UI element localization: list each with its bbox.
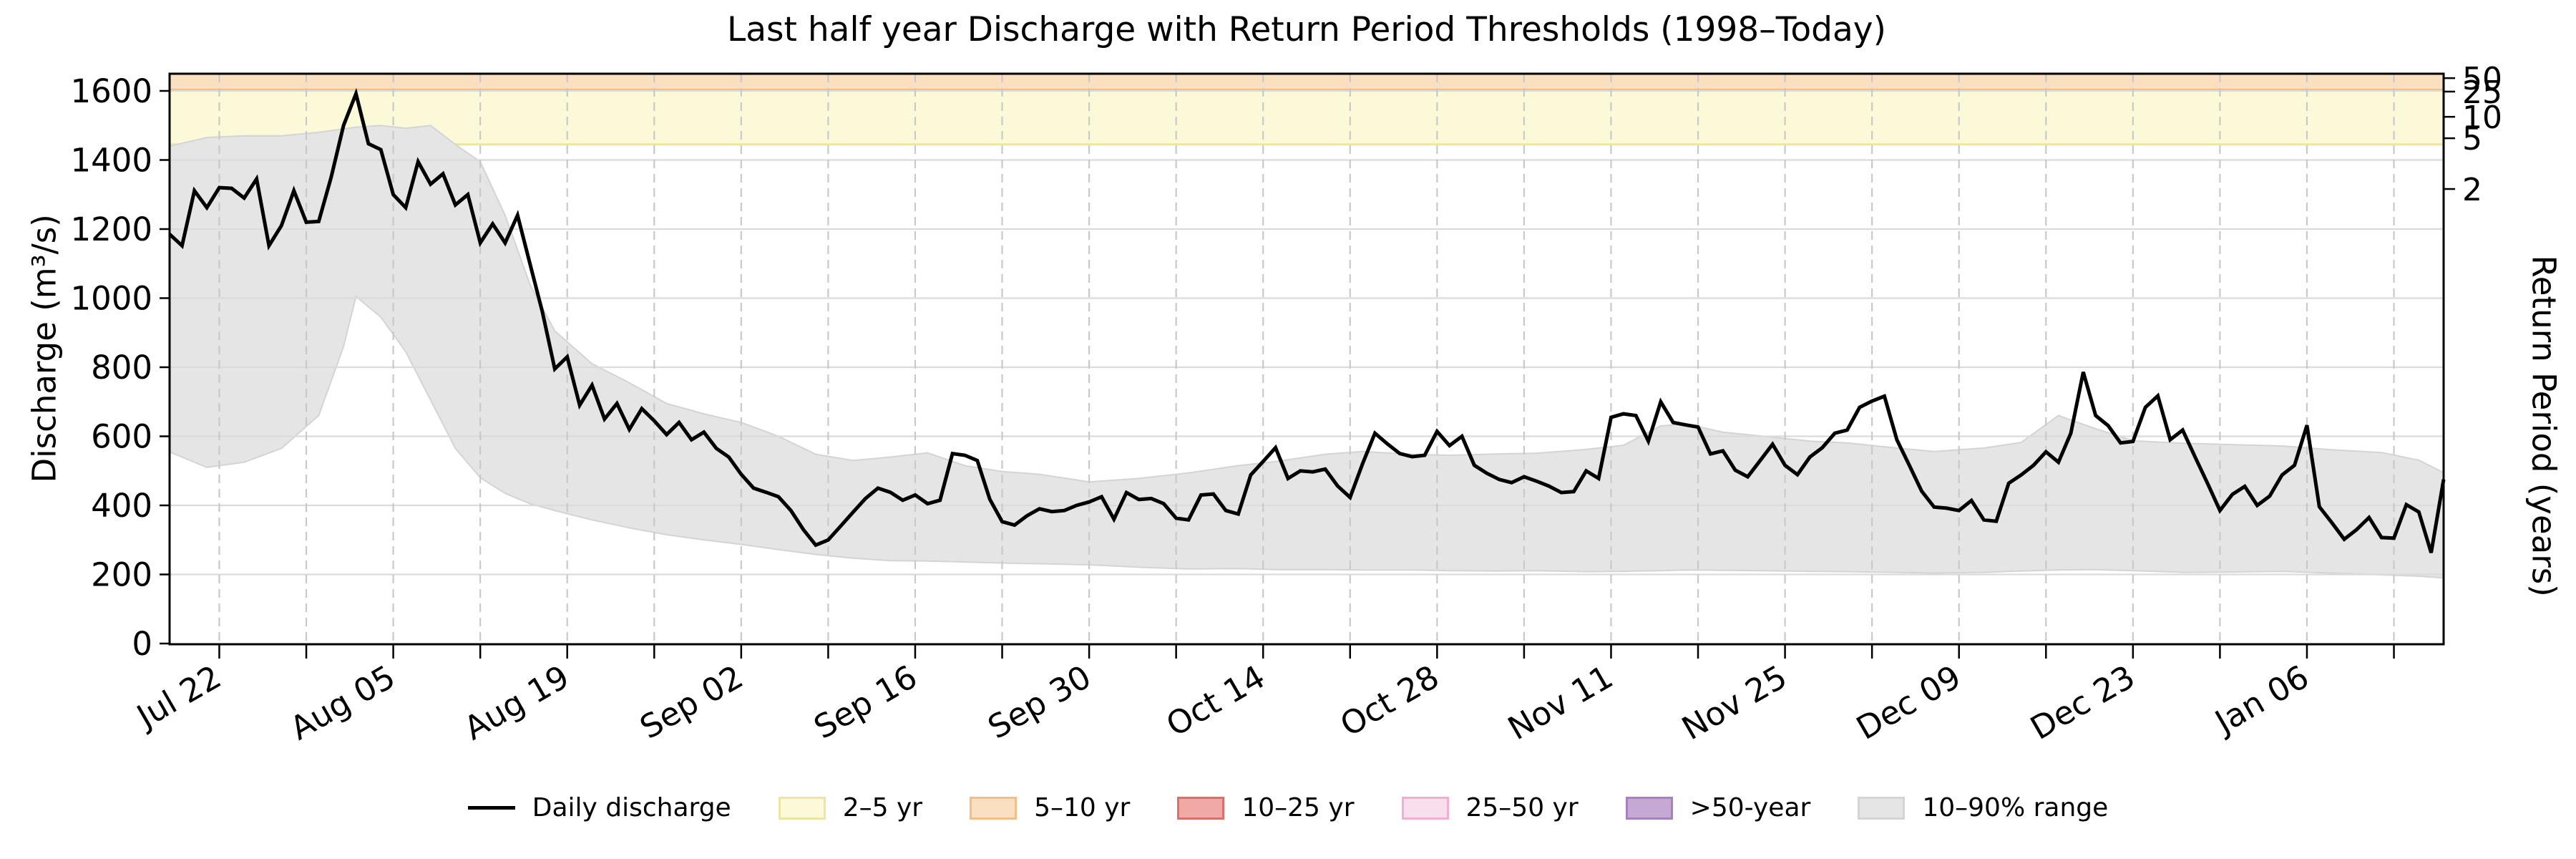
percentile-band xyxy=(169,125,2444,579)
legend-item-10-90-range: 10–90% range xyxy=(1858,793,2108,822)
legend-label: >50-year xyxy=(1689,793,1811,822)
legend-label: 10–25 yr xyxy=(1241,793,1355,822)
right-tick-label: 2 xyxy=(2462,172,2482,208)
y-tick-label: 0 xyxy=(132,625,152,663)
x-tick-label: Aug 19 xyxy=(458,658,576,748)
patch-swatch xyxy=(1177,796,1225,820)
y-tick-label: 1200 xyxy=(70,210,152,248)
legend-label: 5–10 yr xyxy=(1034,793,1131,822)
legend-label: 25–50 yr xyxy=(1465,793,1579,822)
legend-item-10-25yr: 10–25 yr xyxy=(1177,793,1355,822)
x-tick-label: Aug 05 xyxy=(284,658,402,748)
legend-item-daily-discharge: Daily discharge xyxy=(467,793,731,822)
line-swatch xyxy=(467,806,515,810)
y-tick-label: 800 xyxy=(91,349,152,387)
y-tick-label: 600 xyxy=(91,418,152,456)
x-tick-label: Jul 22 xyxy=(129,658,228,737)
patch-swatch xyxy=(970,796,1018,820)
x-tick-label: Sep 16 xyxy=(808,658,924,747)
patch-swatch xyxy=(778,796,826,820)
patch-swatch xyxy=(1858,796,1906,820)
right-tick-label: 50 xyxy=(2462,61,2502,97)
plot-border xyxy=(168,72,2445,646)
chart-title: Last half year Discharge with Return Per… xyxy=(727,10,1886,49)
legend-item-gt50yr: >50-year xyxy=(1625,793,1811,822)
y-tick-label: 1000 xyxy=(70,280,152,318)
x-tick-label: Sep 02 xyxy=(633,658,749,747)
right-tick-label: 10 xyxy=(2462,100,2502,136)
patch-swatch xyxy=(1401,796,1449,820)
threshold-band xyxy=(170,89,2444,145)
x-tick-label: Dec 23 xyxy=(2024,658,2141,747)
right-tick-label: 25 xyxy=(2462,74,2502,111)
x-tick-label: Dec 09 xyxy=(1850,658,1967,747)
x-tick-label: Oct 14 xyxy=(1160,658,1272,744)
y-tick-label: 400 xyxy=(91,487,152,525)
x-tick-label: Sep 30 xyxy=(982,658,1098,747)
y-tick-label: 200 xyxy=(91,556,152,594)
legend-label: 2–5 yr xyxy=(842,793,923,822)
legend-item-25-50yr: 25–50 yr xyxy=(1401,793,1579,822)
threshold-band xyxy=(170,74,2444,90)
daily-discharge-line xyxy=(168,87,2446,553)
legend: Daily discharge 2–5 yr 5–10 yr 10–25 yr … xyxy=(0,793,2576,822)
patch-swatch xyxy=(1625,796,1673,820)
y-tick-label: 1400 xyxy=(70,142,152,180)
x-tick-label: Oct 28 xyxy=(1334,658,1445,744)
legend-label: Daily discharge xyxy=(532,793,731,822)
legend-item-2-5yr: 2–5 yr xyxy=(778,793,923,822)
y-axis-label-right: Return Period (years) xyxy=(2524,255,2563,597)
x-tick-label: Nov 25 xyxy=(1676,658,1794,748)
x-tick-label: Jan 06 xyxy=(2207,658,2315,742)
y-axis-label-left: Discharge (m³/s) xyxy=(25,214,64,483)
right-tick-label: 5 xyxy=(2462,121,2482,157)
y-tick-label: 1600 xyxy=(70,72,152,110)
x-tick-label: Nov 11 xyxy=(1501,658,1619,748)
legend-item-5-10yr: 5–10 yr xyxy=(970,793,1130,822)
legend-label: 10–90% range xyxy=(1922,793,2109,822)
